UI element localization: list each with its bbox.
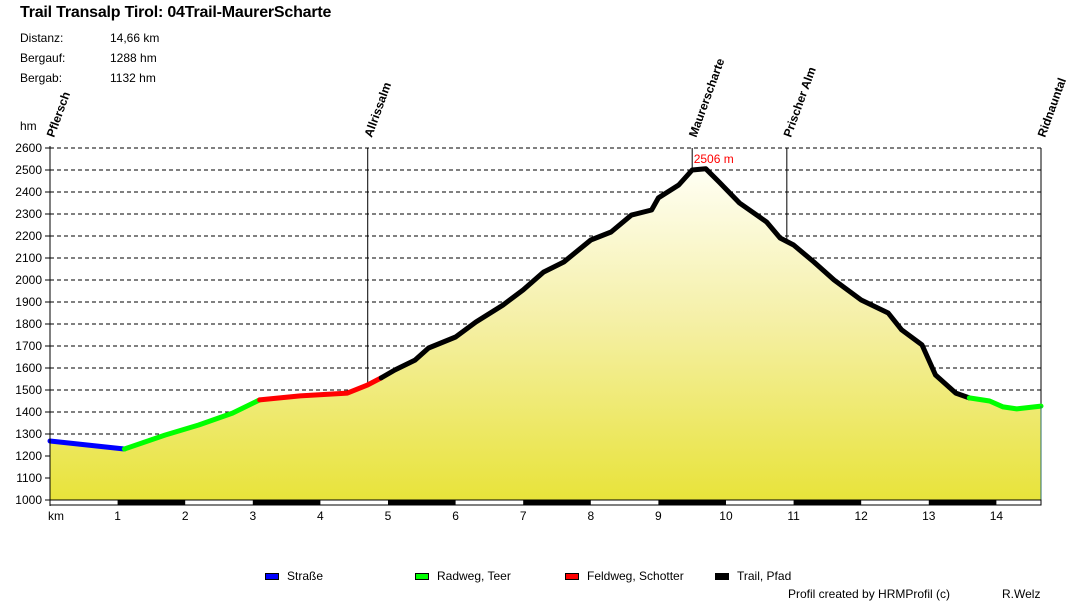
svg-text:2200: 2200 xyxy=(15,229,42,243)
legend-swatch-icon xyxy=(265,572,279,580)
waypoint-markers xyxy=(367,148,1042,407)
y-axis-unit: hm xyxy=(20,119,37,133)
svg-text:km: km xyxy=(48,509,64,523)
legend-swatch-icon xyxy=(415,572,429,580)
svg-text:2000: 2000 xyxy=(15,273,42,287)
svg-text:1: 1 xyxy=(114,509,121,523)
elevation-profile-line xyxy=(47,166,1044,452)
svg-text:2500: 2500 xyxy=(15,163,42,177)
legend-label: Straße xyxy=(287,569,324,583)
svg-text:3: 3 xyxy=(249,509,256,523)
svg-text:Pflersch: Pflersch xyxy=(44,90,73,139)
svg-text:1500: 1500 xyxy=(15,383,42,397)
legend-item-strasse: Straße xyxy=(265,569,323,583)
elevation-area-fill xyxy=(50,168,1041,500)
svg-text:2: 2 xyxy=(182,509,189,523)
stat-distance-label: Distanz: xyxy=(20,31,64,45)
svg-text:2600: 2600 xyxy=(15,141,42,155)
svg-text:Prischer Alm: Prischer Alm xyxy=(780,65,818,139)
svg-text:12: 12 xyxy=(855,509,869,523)
author-text: R.Welz xyxy=(1002,587,1041,601)
svg-text:2100: 2100 xyxy=(15,251,42,265)
legend-label: Trail, Pfad xyxy=(737,569,792,583)
svg-text:2400: 2400 xyxy=(15,185,42,199)
legend-label: Radweg, Teer xyxy=(437,569,511,583)
svg-text:10: 10 xyxy=(719,509,733,523)
credit-text: Profil created by HRMProfil (c) xyxy=(788,587,951,601)
legend-swatch-icon xyxy=(565,572,579,580)
stat-ascent-label: Bergauf: xyxy=(20,51,66,65)
legend-item-trail: Trail, Pfad xyxy=(715,569,791,583)
svg-text:13: 13 xyxy=(922,509,936,523)
svg-text:1000: 1000 xyxy=(15,493,42,507)
svg-text:4: 4 xyxy=(317,509,324,523)
svg-text:9: 9 xyxy=(655,509,662,523)
svg-text:2506 m: 2506 m xyxy=(694,152,734,166)
svg-text:1600: 1600 xyxy=(15,361,42,375)
svg-text:1400: 1400 xyxy=(15,405,42,419)
svg-text:1200: 1200 xyxy=(15,449,42,463)
svg-text:6: 6 xyxy=(452,509,459,523)
stat-distance-value: 14,66 km xyxy=(110,31,160,45)
svg-text:1900: 1900 xyxy=(15,295,42,309)
stat-ascent-value: 1288 hm xyxy=(110,51,157,65)
chart-title: Trail Transalp Tirol: 04Trail-MaurerScha… xyxy=(20,4,332,21)
svg-text:Ridnauntal: Ridnauntal xyxy=(1035,76,1069,139)
svg-text:Maurerscharte: Maurerscharte xyxy=(686,56,728,139)
legend-label: Feldweg, Schotter xyxy=(587,569,684,583)
svg-text:8: 8 xyxy=(587,509,594,523)
svg-text:14: 14 xyxy=(990,509,1004,523)
stat-descent-value: 1132 hm xyxy=(110,71,156,85)
svg-text:11: 11 xyxy=(787,509,800,523)
svg-text:Allrissalm: Allrissalm xyxy=(361,80,394,139)
svg-text:2300: 2300 xyxy=(15,207,42,221)
svg-text:7: 7 xyxy=(520,509,527,523)
svg-text:1800: 1800 xyxy=(15,317,42,331)
legend-item-feldweg: Feldweg, Schotter xyxy=(565,569,684,583)
axes xyxy=(45,146,1042,506)
svg-text:1700: 1700 xyxy=(15,339,42,353)
svg-text:1100: 1100 xyxy=(16,471,42,485)
svg-text:5: 5 xyxy=(385,509,392,523)
legend-swatch-icon xyxy=(715,572,729,580)
stat-descent-label: Bergab: xyxy=(20,71,63,85)
svg-text:1300: 1300 xyxy=(15,427,42,441)
legend-item-radweg: Radweg, Teer xyxy=(415,569,511,583)
